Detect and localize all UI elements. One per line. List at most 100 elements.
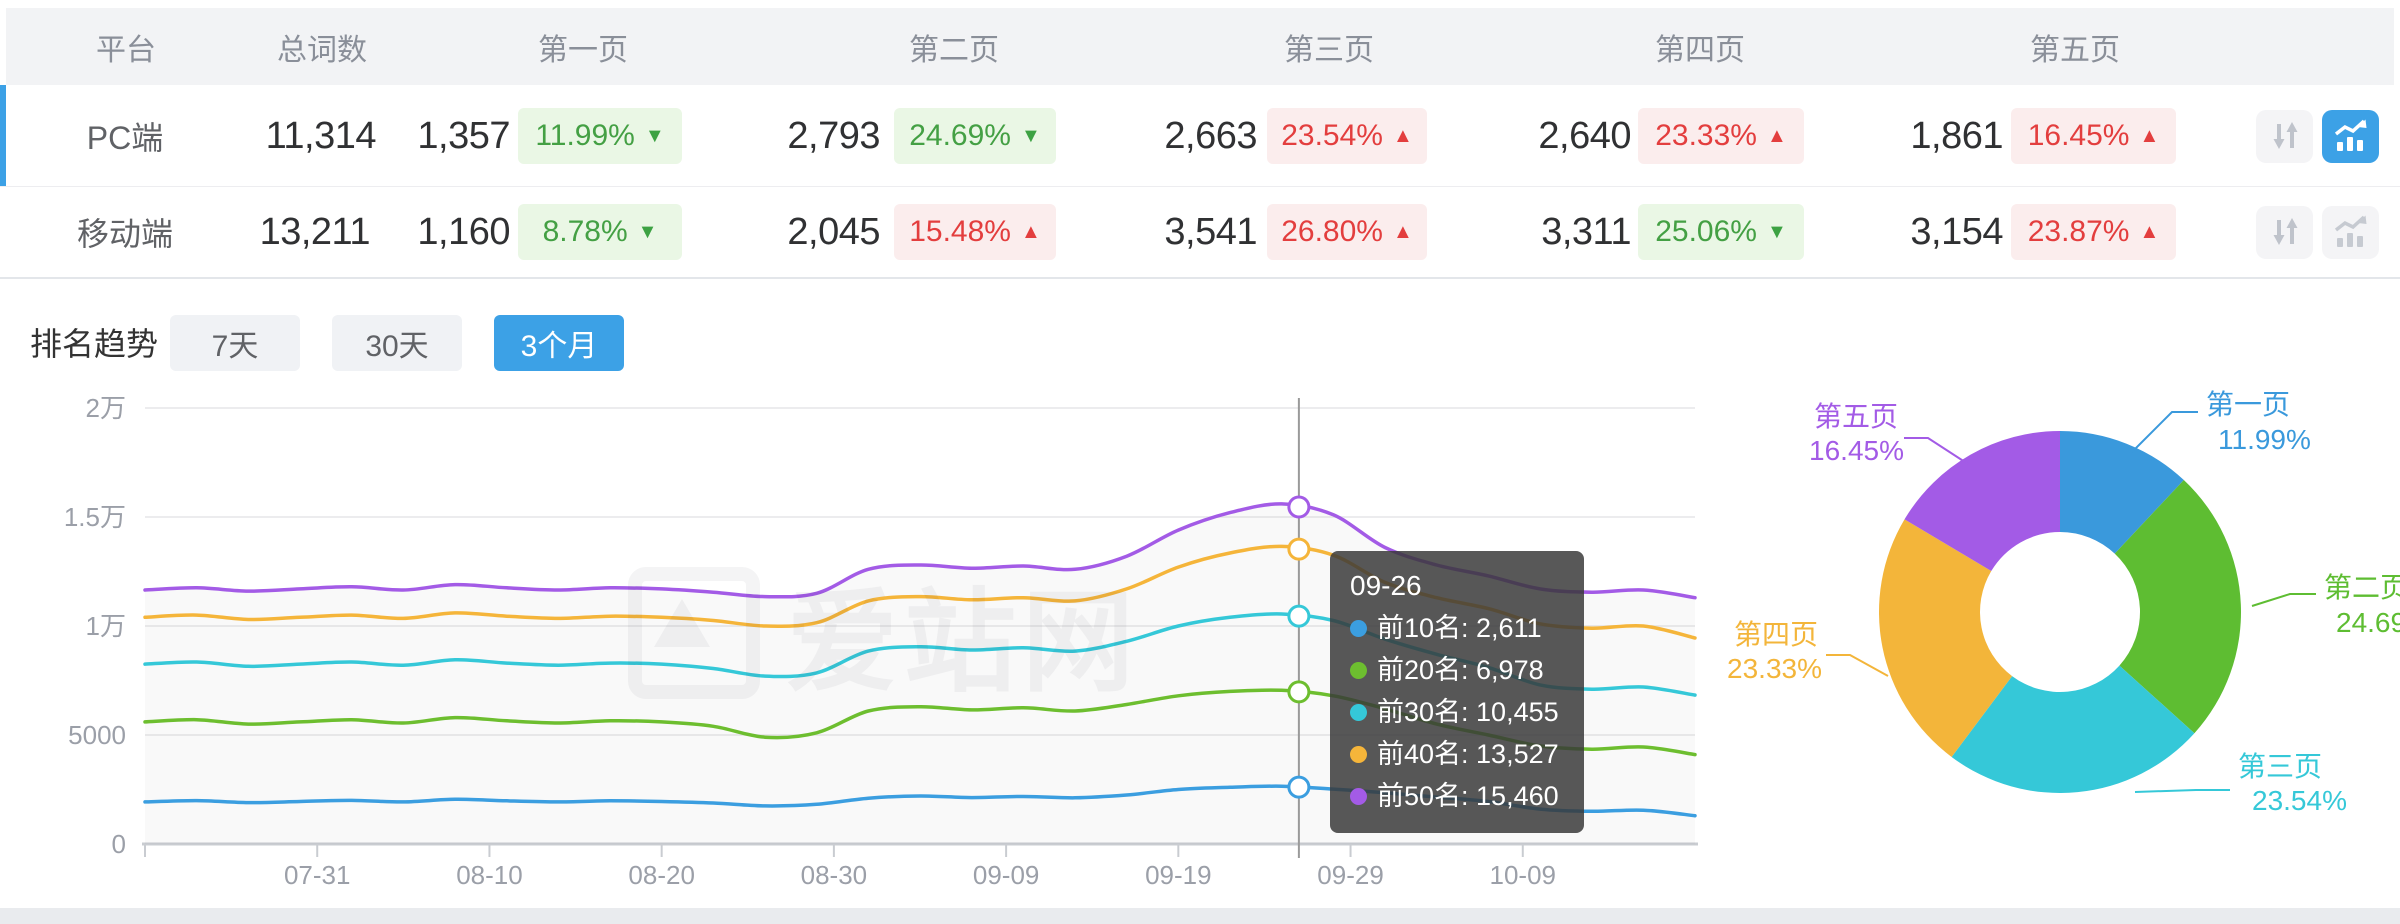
donut-label-percent: 23.33% (1727, 653, 1822, 684)
page4-change-badge: 23.33% ▲ (1638, 108, 1804, 164)
page1-change-badge: 8.78% ▼ (518, 204, 682, 260)
y-axis-label: 5000 (68, 720, 126, 750)
donut-label-percent: 11.99% (2218, 424, 2311, 455)
donut-label-name: 第一页 (2206, 389, 2290, 420)
column-header: 第三页 (1284, 33, 1374, 67)
tooltip-series-value: 前30名: 10,455 (1377, 697, 1559, 727)
page5-change-badge: 23.87% ▲ (2011, 204, 2176, 260)
trend-chart-button[interactable] (2322, 205, 2379, 259)
table-row-mobile[interactable]: 移动端 13,211 1,160 8.78% ▼ 2,045 15.48% ▲ 3,541 26.… (0, 187, 2400, 277)
y-axis-label: 0 (112, 829, 126, 859)
page5-change-badge: 16.45% ▲ (2011, 108, 2176, 164)
arrow-up-icon: ▲ (1392, 125, 1413, 147)
chart-tooltip: 09-26 前10名: 2,611 前20名: 6,978 前30名: 10,455… (1330, 551, 1584, 833)
trend-chart-button[interactable] (2322, 109, 2379, 163)
change-percent: 24.69% (909, 119, 1011, 152)
donut-slice-第五页[interactable] (1904, 431, 2060, 572)
change-percent: 23.87% (2027, 215, 2130, 248)
tooltip-row: 前10名: 2,611 (1350, 607, 1562, 649)
x-axis-label: 09-29 (1317, 860, 1384, 890)
tooltip-row: 前40名: 13,527 (1350, 733, 1562, 775)
total-words-value: 11,314 (265, 114, 377, 157)
donut-slice-第一页[interactable] (2060, 431, 2184, 554)
page4-count: 2,640 (1538, 114, 1631, 157)
column-header: 平台 (96, 33, 156, 67)
hover-marker (1287, 537, 1311, 561)
series-dot-icon (1350, 787, 1367, 805)
donut-label-name: 第二页 (2324, 572, 2400, 603)
tooltip-series-value: 前40名: 13,527 (1377, 739, 1559, 769)
change-percent: 25.06% (1655, 215, 1757, 248)
page1-change-badge: 11.99% ▼ (518, 108, 682, 164)
page1-count: 1,357 (417, 114, 510, 157)
column-header: 总词数 (277, 33, 367, 67)
page3-change-badge: 23.54% ▲ (1267, 108, 1427, 164)
time-range-tabs: 7天 30天 3个月 (170, 315, 624, 371)
page1-count: 1,160 (417, 210, 510, 253)
donut-label-percent: 16.45% (1809, 435, 1904, 466)
donut-slice-第四页[interactable] (1879, 519, 2013, 757)
donut-label-line (2134, 789, 2230, 793)
change-percent: 23.54% (1281, 119, 1383, 152)
change-percent: 11.99% (535, 119, 635, 152)
x-axis-label: 10-09 (1490, 860, 1557, 890)
page3-count: 3,541 (1164, 210, 1257, 253)
tooltip-date: 09-26 (1350, 570, 1422, 601)
page2-change-badge: 15.48% ▲ (894, 204, 1056, 260)
table-row-pc[interactable]: PC端 11,314 1,357 11.99% ▼ 2,793 24.69% ▼ 2,663 23… (0, 85, 2400, 187)
donut-label-name: 第三页 (2238, 751, 2322, 782)
tab-7天[interactable]: 7天 (170, 315, 300, 371)
y-axis-label: 1.5万 (64, 502, 126, 532)
sort-arrows-icon (2273, 218, 2297, 245)
arrow-up-icon: ▲ (1020, 221, 1041, 243)
y-axis-label: 1万 (86, 611, 126, 641)
page3-count: 2,663 (1164, 114, 1257, 157)
donut-slice-第三页[interactable] (1951, 665, 2195, 794)
column-header: 第一页 (538, 33, 628, 67)
series-area (145, 503, 1695, 844)
tooltip-row: 前20名: 6,978 (1350, 649, 1562, 691)
tooltip-row: 前50名: 15,460 (1350, 775, 1562, 817)
tooltip-series-value: 前10名: 2,611 (1377, 613, 1542, 643)
donut-label-line (1904, 437, 1969, 465)
donut-label-line (1826, 654, 1889, 677)
series-dot-icon (1350, 745, 1367, 763)
trend-chart-icon (2334, 215, 2366, 247)
arrow-down-icon: ▼ (1020, 125, 1041, 147)
arrow-down-icon: ▼ (644, 125, 665, 147)
hover-marker (1287, 680, 1311, 704)
trend-chart-icon (2334, 119, 2366, 151)
platform-label: 移动端 (76, 216, 173, 252)
y-axis-label: 2万 (86, 393, 126, 423)
sort-arrows-icon (2273, 122, 2297, 149)
series-dot-icon (1350, 703, 1367, 721)
donut-label-line (2251, 593, 2316, 607)
donut-slice-第二页[interactable] (2114, 479, 2241, 734)
x-axis-label: 07-31 (284, 860, 351, 890)
change-percent: 15.48% (909, 215, 1011, 248)
platform-label: PC端 (86, 120, 164, 156)
table-bottom-divider (0, 277, 2400, 279)
tab-30天[interactable]: 30天 (332, 315, 462, 371)
hover-marker (1287, 495, 1311, 519)
hover-marker (1287, 604, 1311, 628)
page2-change-badge: 24.69% ▼ (894, 108, 1056, 164)
change-percent: 23.33% (1655, 119, 1757, 152)
change-percent: 16.45% (2027, 119, 2130, 152)
hover-marker (1287, 775, 1311, 799)
x-axis-label: 08-30 (801, 860, 868, 890)
tab-3个月[interactable]: 3个月 (494, 315, 624, 371)
page3-change-badge: 26.80% ▲ (1267, 204, 1427, 260)
tooltip-row: 前30名: 10,455 (1350, 691, 1562, 733)
page5-count: 1,861 (1910, 114, 2003, 157)
page5-count: 3,154 (1910, 210, 2003, 253)
column-header: 第五页 (2030, 33, 2120, 67)
x-axis-label: 08-10 (456, 860, 523, 890)
arrow-down-icon: ▼ (637, 221, 658, 243)
sort-button[interactable] (2256, 205, 2313, 259)
series-dot-icon (1350, 661, 1367, 679)
sort-button[interactable] (2256, 109, 2313, 163)
arrow-up-icon: ▲ (1392, 221, 1413, 243)
